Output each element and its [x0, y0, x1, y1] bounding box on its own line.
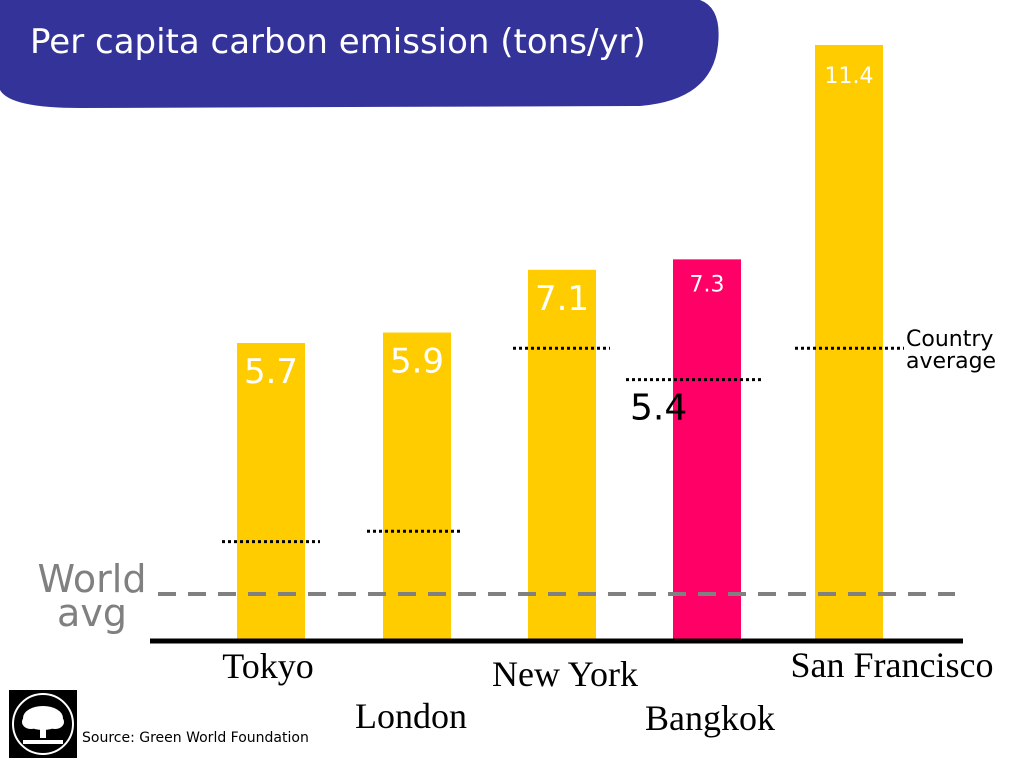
category-label: New York: [492, 654, 638, 694]
title-banner: [0, 0, 719, 108]
category-label: San Francisco: [791, 645, 994, 685]
data-label: 5.7: [244, 352, 298, 392]
tree-logo-icon: [9, 690, 77, 758]
country-average-label: average: [906, 349, 996, 374]
country-average-value-label: 5.4: [630, 388, 687, 429]
bar-bangkok: [673, 259, 741, 641]
data-label: 7.1: [535, 279, 589, 319]
bar-new-york: [528, 269, 596, 641]
bar-tokyo: [237, 343, 305, 641]
data-label: 5.9: [390, 342, 444, 382]
bar-london: [383, 332, 451, 641]
category-label: London: [355, 696, 467, 736]
data-label: 11.4: [825, 64, 874, 89]
country-average-label: Country: [906, 327, 993, 352]
bar-san-francisco: [815, 45, 883, 641]
chart-title: Per capita carbon emission (tons/yr): [30, 22, 646, 62]
source-note: Source: Green World Foundation: [82, 730, 309, 746]
category-label: Bangkok: [645, 698, 775, 738]
world-average-label: avg: [57, 591, 127, 635]
category-label: Tokyo: [222, 646, 313, 686]
world-average-label: World: [38, 557, 147, 601]
data-label: 7.3: [690, 272, 725, 297]
